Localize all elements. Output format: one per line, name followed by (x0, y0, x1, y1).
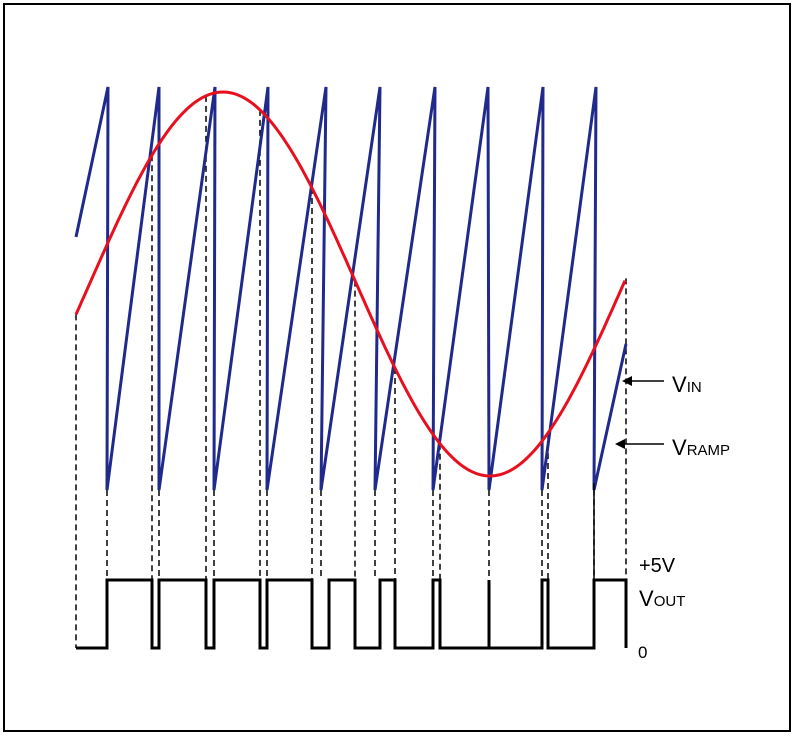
vin-arrow (622, 376, 664, 386)
vramp-label: VRAMP (672, 435, 730, 460)
vout-label: VOUT (639, 586, 685, 611)
diagram-frame (3, 3, 791, 732)
vin-sine-wave (74, 90, 627, 478)
zero-label: 0 (638, 643, 647, 662)
dashed-projection-lines (75, 95, 627, 648)
plus5v-label: +5V (639, 555, 676, 577)
vramp-arrow (615, 439, 664, 449)
vramp-sawtooth-wave (74, 86, 628, 491)
vout-pwm-wave (76, 578, 628, 650)
vin-label: VIN (672, 372, 702, 397)
